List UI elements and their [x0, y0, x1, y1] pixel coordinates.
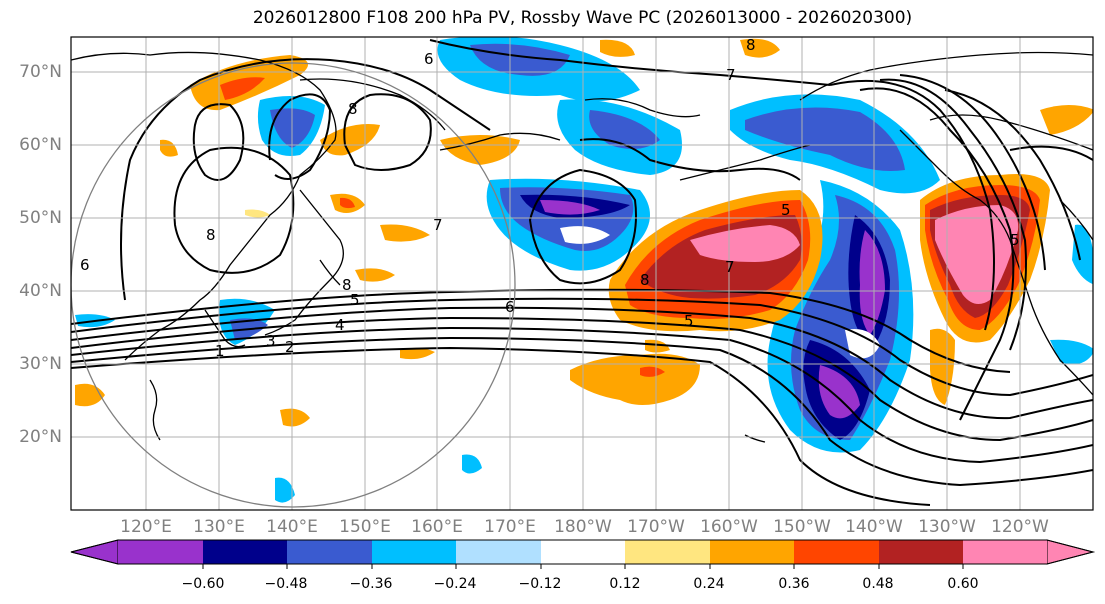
contour-label: 8 [746, 36, 756, 54]
lat-label: 20°N [19, 427, 62, 447]
contour-label: 8 [206, 226, 216, 244]
contour-label: 8 [640, 271, 650, 289]
lon-label: 140°W [845, 517, 903, 537]
contour-label: 5 [1010, 231, 1020, 249]
contour-label: 5 [684, 312, 694, 330]
contour-label: 7 [726, 66, 736, 84]
colorbar-tick-label: 0.36 [778, 576, 810, 592]
figure-title: 2026012800 F108 200 hPa PV, Rossby Wave … [252, 8, 913, 28]
contour-label: 2 [285, 338, 295, 356]
graticule [71, 37, 1093, 510]
lon-label: 120°E [120, 517, 172, 537]
colorbar-bin [287, 540, 372, 564]
contour-label: 1 [215, 342, 225, 360]
contour-label: 8 [342, 276, 352, 294]
colorbar-bin [456, 540, 541, 564]
lon-label: 150°W [773, 517, 831, 537]
colorbar-tick-label: −0.48 [264, 576, 308, 592]
colorbar-bin [541, 540, 625, 564]
colorbar-bin [963, 540, 1047, 564]
lat-label: 30°N [19, 354, 62, 374]
lon-label: 130°W [918, 517, 976, 537]
map-frame [70, 36, 1094, 511]
colorbar-bin [710, 540, 794, 564]
colorbar-tick-label: 0.12 [609, 576, 641, 592]
negative-anomaly-shading [75, 37, 1093, 503]
lon-label: 120°W [991, 517, 1049, 537]
colorbar-bin [625, 540, 710, 564]
lat-label: 50°N [19, 208, 62, 228]
contour-label: 6 [505, 298, 515, 316]
colorbar-tick-label: −0.12 [518, 576, 562, 592]
pv-contours [71, 39, 1093, 506]
contour-label: 6 [424, 50, 434, 68]
lon-label: 150°E [339, 517, 391, 537]
coastlines [71, 51, 1093, 443]
contour-label: 5 [350, 291, 360, 309]
colorbar-tick-label: 0.48 [862, 576, 894, 592]
contour-label: 7 [433, 216, 443, 234]
colorbar-tick-label: −0.36 [349, 576, 393, 592]
colorbar-bin [372, 540, 456, 564]
colorbar-outline [70, 539, 1095, 565]
colorbar-bin [118, 540, 203, 564]
lat-label: 70°N [19, 62, 62, 82]
lon-label: 160°W [700, 517, 758, 537]
lat-label: 60°N [19, 135, 62, 155]
reference-circle [71, 62, 516, 508]
contour-label: 8 [348, 100, 358, 118]
lon-label: 170°E [484, 517, 536, 537]
lon-label: 140°E [266, 517, 318, 537]
colorbar-bin [794, 540, 879, 564]
contour-label: 4 [335, 316, 345, 334]
map-panel: 6 7 8 8 8 8 7 6 5 4 3 2 1 7 5 5 8 6 5 [71, 36, 1093, 510]
colorbar-tick-label: −0.24 [433, 576, 477, 592]
lon-label: 160°E [411, 517, 463, 537]
contour-label: 3 [266, 332, 276, 350]
colorbar-tick-label: 0.60 [947, 576, 979, 592]
lon-label: 180°W [554, 517, 612, 537]
colorbar-bin [879, 540, 963, 564]
contour-labels: 6 7 8 8 8 8 7 6 5 4 3 2 1 7 5 5 8 6 5 [80, 36, 1020, 360]
colorbar-max-arrow [1046, 539, 1095, 565]
contour-label: 6 [80, 256, 90, 274]
lat-label: 40°N [19, 281, 62, 301]
colorbar-tick-label: −0.60 [181, 576, 225, 592]
colorbar-tick-label: 0.24 [693, 576, 725, 592]
colorbar-bin [203, 540, 287, 564]
lon-label: 130°E [193, 517, 245, 537]
colorbar-min-arrow [70, 539, 119, 565]
lon-label: 170°W [627, 517, 685, 537]
colorbar [70, 539, 1095, 569]
contour-label: 7 [725, 258, 735, 276]
contour-label: 5 [781, 201, 791, 219]
